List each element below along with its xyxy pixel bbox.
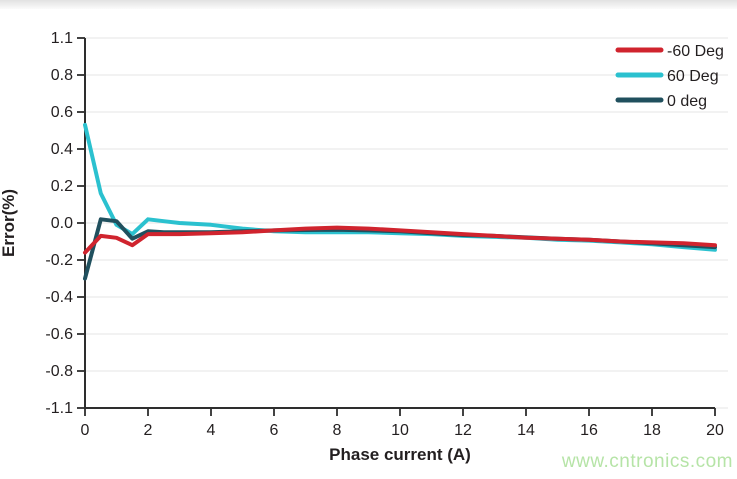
x-tick-label: 20 (706, 422, 724, 439)
y-tick-label: -0.4 (45, 289, 73, 306)
y-tick-label: 0.8 (51, 67, 73, 84)
y-tick-label: 0.2 (51, 178, 73, 195)
top-divider (0, 0, 737, 9)
y-tick-label: -0.2 (45, 252, 73, 269)
x-tick-label: 14 (517, 422, 535, 439)
legend-label-0-deg: 0 deg (667, 93, 707, 110)
series-line-0-deg (83, 217, 717, 281)
x-tick-label: 2 (144, 422, 153, 439)
y-tick-label: -0.6 (45, 326, 73, 343)
x-tick-label: 8 (333, 422, 342, 439)
y-tick-label: 0.6 (51, 104, 73, 121)
x-axis-title: Phase current (A) (329, 445, 471, 464)
legend-label--60-deg: -60 Deg (667, 43, 724, 60)
y-tick-label: 0.4 (51, 141, 73, 158)
y-tick-label: -1.1 (45, 400, 73, 417)
x-tick-label: 16 (580, 422, 598, 439)
legend-label-60-deg: 60 Deg (667, 68, 719, 85)
y-axis-title: Error(%) (0, 189, 18, 257)
x-tick-label: 4 (207, 422, 216, 439)
axes (84, 38, 715, 409)
x-tick-label: 10 (391, 422, 409, 439)
y-tick-label: 0.0 (51, 215, 73, 232)
y-tick-label: 1.1 (51, 30, 73, 47)
series-line--60-deg (83, 225, 717, 255)
x-tick-label: 0 (81, 422, 90, 439)
y-tick-label: -0.8 (45, 363, 73, 380)
watermark: www.cntronics.com (561, 451, 733, 472)
x-tick-label: 6 (270, 422, 279, 439)
x-tick-label: 12 (454, 422, 472, 439)
x-tick-label: 18 (643, 422, 661, 439)
